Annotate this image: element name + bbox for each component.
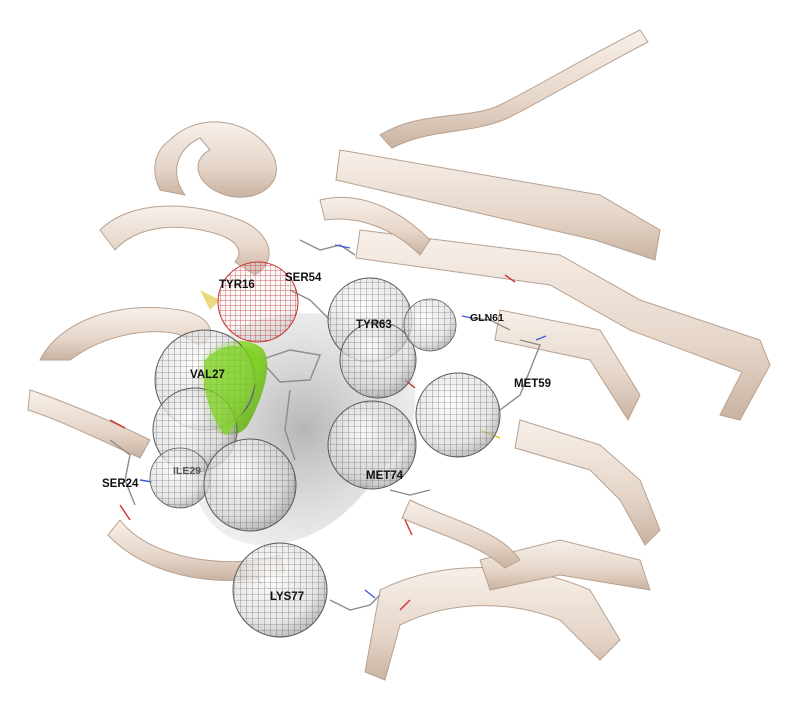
sphere-gln61 — [403, 298, 457, 352]
helix-left-2 — [39, 306, 211, 361]
sphere-tyr63-b — [339, 321, 417, 399]
ligand-contact-highlight — [203, 345, 262, 435]
label-gln61: GLN61 — [470, 312, 504, 324]
label-tyr: TYR16 — [219, 279, 255, 291]
sphere-pocket-center — [203, 438, 297, 532]
helix-upper-left — [154, 121, 277, 198]
beta-strand-lower-right — [479, 539, 651, 591]
sphere-ile29 — [149, 447, 211, 509]
sphere-lys77 — [232, 542, 328, 638]
lower-center-strand — [401, 499, 521, 569]
center-strand — [319, 196, 431, 256]
label-met74: MET74 — [366, 470, 404, 482]
label-ser54: SER54 — [285, 272, 322, 284]
label-lys77: LYS77 — [270, 591, 304, 603]
label-met59: MET59 — [514, 378, 551, 390]
beta-strand-right-1 — [355, 229, 771, 421]
sphere-met59 — [415, 372, 501, 458]
helix-left-3 — [27, 389, 151, 459]
top-loop — [379, 29, 649, 149]
beta-strand-right-3 — [514, 419, 661, 546]
label-val27: VAL27 — [190, 369, 225, 381]
bottom-sheet — [364, 567, 621, 681]
label-tyr63: TYR63 — [356, 319, 392, 331]
sphere-tyr — [217, 261, 299, 343]
beta-strand-top — [335, 149, 661, 261]
residue-labels: TYR16 SER54 TYR63 GLN61 VAL27 MET59 ILE2… — [102, 272, 551, 603]
mesh-spheres — [149, 261, 501, 638]
beta-strand-right-2 — [494, 309, 641, 422]
label-ile29: ILE29 — [173, 465, 201, 477]
protein-ribbons — [27, 29, 771, 681]
label-ser24: SER24 — [102, 478, 139, 490]
sphere-met74 — [327, 400, 417, 490]
side-chain-sticks — [109, 239, 547, 611]
